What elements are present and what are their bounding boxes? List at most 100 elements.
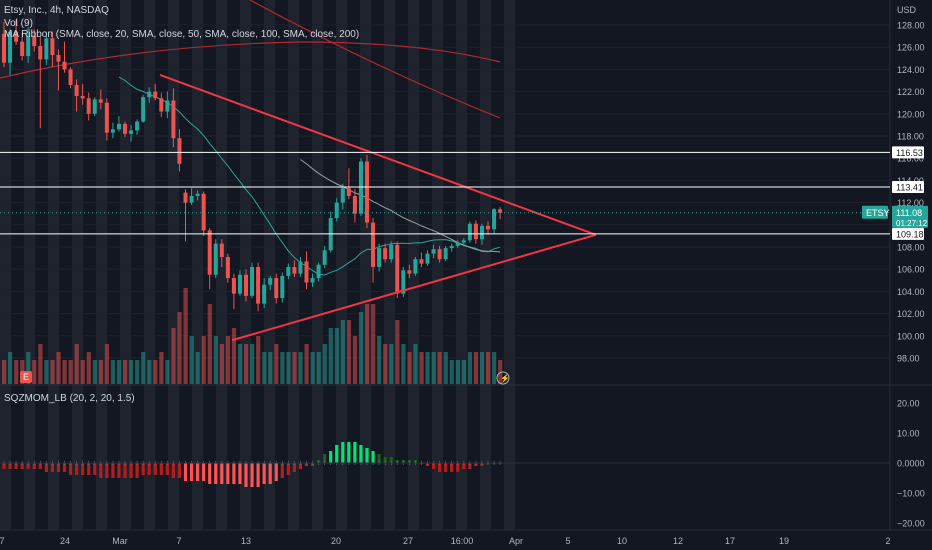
volume-bar xyxy=(32,360,37,384)
candle-body xyxy=(455,242,460,246)
momentum-bar xyxy=(153,463,157,475)
candle-body xyxy=(201,193,206,231)
session-band xyxy=(456,0,467,530)
session-band xyxy=(120,0,131,530)
volume-bar xyxy=(473,352,479,384)
momentum-bar xyxy=(310,463,315,466)
volume-bar xyxy=(346,320,352,384)
momentum-bar xyxy=(323,454,327,463)
time-tick-label: 7 xyxy=(0,536,5,546)
volume-bar xyxy=(437,352,442,384)
session-band xyxy=(432,0,443,530)
volume-bar xyxy=(449,360,454,384)
candle-body xyxy=(334,202,339,219)
momentum-bar xyxy=(438,463,442,472)
session-band xyxy=(336,0,347,530)
volume-bar xyxy=(244,344,249,384)
volume-bar xyxy=(365,304,370,384)
candle-body xyxy=(292,266,297,274)
triangle-pattern xyxy=(159,74,597,342)
earnings-icon xyxy=(20,371,32,383)
momentum-bar xyxy=(232,463,236,484)
last-price-label: 111.08 xyxy=(896,208,922,218)
candle-body xyxy=(437,249,442,260)
momentum-bar xyxy=(317,460,321,463)
candle-body xyxy=(371,222,376,267)
time-tick-label: 2 xyxy=(885,536,890,546)
volume-bar xyxy=(189,336,194,384)
momentum-bar xyxy=(50,463,54,472)
candle-body xyxy=(377,248,382,267)
volume-bar xyxy=(219,344,224,384)
candle-body xyxy=(219,243,224,257)
candle-body xyxy=(479,225,484,240)
time-tick-label: 19 xyxy=(779,536,789,546)
price-tick-label: 100.00 xyxy=(897,331,925,341)
candle-body xyxy=(104,102,109,133)
price-tick-label: 106.00 xyxy=(897,265,925,275)
candle-body xyxy=(274,278,279,299)
momentum-bar xyxy=(329,451,333,463)
momentum-bar xyxy=(444,463,448,472)
momentum-bar xyxy=(389,457,393,463)
volume-bar xyxy=(147,360,152,384)
moving-average-ribbon xyxy=(0,0,501,276)
volume-bar xyxy=(98,360,103,384)
momentum-bar xyxy=(480,463,484,466)
momentum-bar xyxy=(20,463,24,469)
sma-200-line xyxy=(0,41,501,79)
squeeze-histogram: + + + + + + + + + + + + + + + + + + + + + + + + + + + + + + + + + + + + + + + +… xyxy=(0,442,890,487)
price-tick-label: 114.00 xyxy=(897,176,924,186)
volume-bar xyxy=(322,344,327,384)
volume-bar xyxy=(38,344,43,384)
volume-legend[interactable]: Vol (9) xyxy=(4,18,33,29)
volume-bar xyxy=(92,360,97,384)
volume-bar xyxy=(443,352,448,384)
lightning-icon xyxy=(496,371,510,385)
time-tick-label: 24 xyxy=(60,536,70,546)
oscillator-tick-label: −10.00 xyxy=(897,489,925,499)
candle-body xyxy=(256,266,261,304)
lightning-icon-glyph: ⚡ xyxy=(500,373,510,383)
candle-body xyxy=(86,98,91,114)
momentum-bar xyxy=(68,463,73,475)
candle-body xyxy=(195,193,200,196)
momentum-bar xyxy=(26,463,30,469)
candle-body xyxy=(129,130,134,134)
oscillator-tick-label: 10.00 xyxy=(897,429,920,439)
volume-bar xyxy=(298,352,303,384)
momentum-bar xyxy=(129,463,133,478)
momentum-bar xyxy=(286,463,290,475)
ma-ribbon-legend[interactable]: MA Ribbon (SMA, close, 20, SMA, close, 5… xyxy=(4,29,359,40)
volume-bar xyxy=(104,344,110,384)
candle-body xyxy=(98,99,103,103)
squeeze-legend[interactable]: SQZMOM_LB (20, 2, 20, 1.5) xyxy=(4,393,135,404)
session-band xyxy=(480,0,491,530)
momentum-bar xyxy=(407,460,411,463)
volume-bar xyxy=(44,360,49,384)
candle-body xyxy=(8,31,13,63)
time-tick-label: 20 xyxy=(331,536,341,546)
candle-body xyxy=(250,266,255,296)
candle-body xyxy=(237,274,242,294)
time-tick-label: Apr xyxy=(509,536,523,546)
volume-bar xyxy=(50,360,55,384)
momentum-bar xyxy=(347,442,351,463)
momentum-bar xyxy=(359,445,363,463)
volume-bar xyxy=(431,352,436,384)
volume-bar xyxy=(498,360,503,384)
volume-bar xyxy=(371,304,376,384)
time-tick-label: 17 xyxy=(725,536,735,546)
candle-body xyxy=(135,121,140,131)
candle-body xyxy=(268,278,273,285)
candle-body xyxy=(177,138,182,164)
symbol-legend[interactable]: Etsy, Inc., 4h, NASDAQ xyxy=(4,5,109,16)
candle-body xyxy=(304,261,309,283)
volume-bar xyxy=(467,352,473,384)
session-band xyxy=(504,0,515,530)
momentum-bar xyxy=(353,442,357,463)
level-high-label: 116.53 xyxy=(896,148,923,158)
momentum-bar xyxy=(304,463,309,466)
volume-bar xyxy=(280,352,285,384)
